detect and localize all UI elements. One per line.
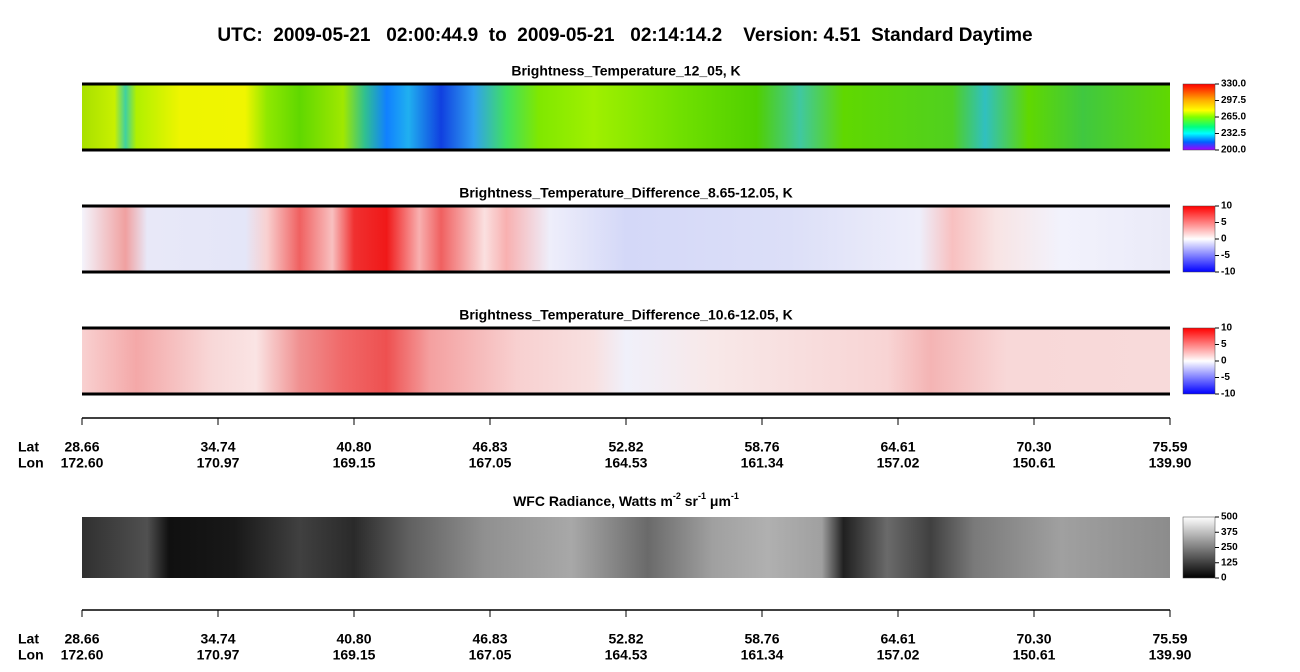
lat-tick-label: 28.66: [64, 631, 99, 647]
lat-tick-label: 40.80: [336, 439, 371, 455]
lon-label: Lon: [18, 647, 44, 663]
lat-tick-label: 75.59: [1152, 631, 1187, 647]
title-superscript: -2: [673, 491, 681, 501]
lat-tick-label: 28.66: [64, 439, 99, 455]
lon-tick-label: 164.53: [605, 647, 648, 663]
lat-tick-label: 64.61: [880, 631, 915, 647]
colorbar: [1182, 327, 1216, 395]
panel-title: WFC Radiance, Watts m-2 sr-1 μm-1: [513, 491, 739, 508]
title-text: WFC Radiance, Watts m: [513, 493, 673, 509]
colorbar-label: 5: [1221, 217, 1227, 228]
title-text: μm: [706, 493, 731, 509]
colorbar-label: 0: [1221, 234, 1227, 245]
colorbar-label: 5: [1221, 339, 1227, 350]
lon-tick-label: 169.15: [333, 647, 376, 663]
panel-title: Brightness_Temperature_Difference_10.6-1…: [459, 307, 793, 323]
colorbar-label: 330.0: [1221, 79, 1246, 90]
lon-tick-label: 172.60: [61, 647, 104, 663]
lon-tick-label: 172.60: [61, 455, 104, 471]
colorbar-label: -10: [1221, 389, 1236, 400]
figure-title: UTC: 2009-05-21 02:00:44.9 to 2009-05-21…: [217, 25, 1032, 46]
title-superscript: -1: [698, 491, 706, 501]
lat-tick-label: 46.83: [472, 631, 507, 647]
lat-tick-label: 70.30: [1016, 439, 1051, 455]
colorbar-label: 232.5: [1221, 128, 1246, 139]
lon-tick-label: 139.90: [1149, 647, 1192, 663]
lat-tick-label: 75.59: [1152, 439, 1187, 455]
colorbar-label: 250: [1221, 542, 1238, 553]
lat-tick-label: 70.30: [1016, 631, 1051, 647]
lat-tick-label: 64.61: [880, 439, 915, 455]
lon-tick-label: 161.34: [741, 455, 784, 471]
colorbar-label: 265.0: [1221, 112, 1246, 123]
lon-tick-label: 170.97: [197, 647, 240, 663]
lat-tick-label: 52.82: [608, 631, 643, 647]
heatmap-strip: [82, 206, 1170, 272]
title-superscript: -1: [731, 491, 739, 501]
lon-tick-label: 150.61: [1013, 647, 1056, 663]
colorbar-label: 10: [1221, 323, 1233, 334]
lat-tick-label: 34.74: [200, 631, 235, 647]
lon-tick-label: 150.61: [1013, 455, 1056, 471]
lon-tick-label: 169.15: [333, 455, 376, 471]
colorbar: [1182, 83, 1216, 151]
colorbar-label: 200.0: [1221, 145, 1246, 156]
lat-tick-label: 40.80: [336, 631, 371, 647]
lon-tick-label: 167.05: [469, 455, 512, 471]
lon-tick-label: 139.90: [1149, 455, 1192, 471]
lon-tick-label: 167.05: [469, 647, 512, 663]
colorbar-label: 0: [1221, 356, 1227, 367]
colorbar-label: 500: [1221, 512, 1238, 523]
colorbar-label: 10: [1221, 201, 1233, 212]
lat-tick-label: 46.83: [472, 439, 507, 455]
colorbar-label: -5: [1221, 250, 1230, 261]
colorbar-label: 297.5: [1221, 95, 1246, 106]
lat-tick-label: 58.76: [744, 439, 779, 455]
lat-tick-label: 52.82: [608, 439, 643, 455]
heatmap-strip: [82, 84, 1170, 150]
panel-title: Brightness_Temperature_12_05, K: [511, 63, 740, 79]
lon-tick-label: 170.97: [197, 455, 240, 471]
lon-tick-label: 161.34: [741, 647, 784, 663]
colorbar: [1182, 205, 1216, 273]
colorbar-label: 0: [1221, 573, 1227, 584]
lat-label: Lat: [18, 439, 39, 455]
lat-tick-label: 34.74: [200, 439, 235, 455]
colorbar-label: -5: [1221, 372, 1230, 383]
radiance-strip: [82, 517, 1170, 578]
colorbar-label: -10: [1221, 267, 1236, 278]
title-text: sr: [681, 493, 699, 509]
colorbar: [1182, 516, 1216, 579]
lon-tick-label: 164.53: [605, 455, 648, 471]
lon-tick-label: 157.02: [877, 647, 920, 663]
lon-label: Lon: [18, 455, 44, 471]
lon-tick-label: 157.02: [877, 455, 920, 471]
lat-tick-label: 58.76: [744, 631, 779, 647]
lat-label: Lat: [18, 631, 39, 647]
colorbar-label: 125: [1221, 557, 1238, 568]
panel-title: Brightness_Temperature_Difference_8.65-1…: [459, 185, 793, 201]
colorbar-label: 375: [1221, 527, 1238, 538]
heatmap-strip: [82, 328, 1170, 394]
